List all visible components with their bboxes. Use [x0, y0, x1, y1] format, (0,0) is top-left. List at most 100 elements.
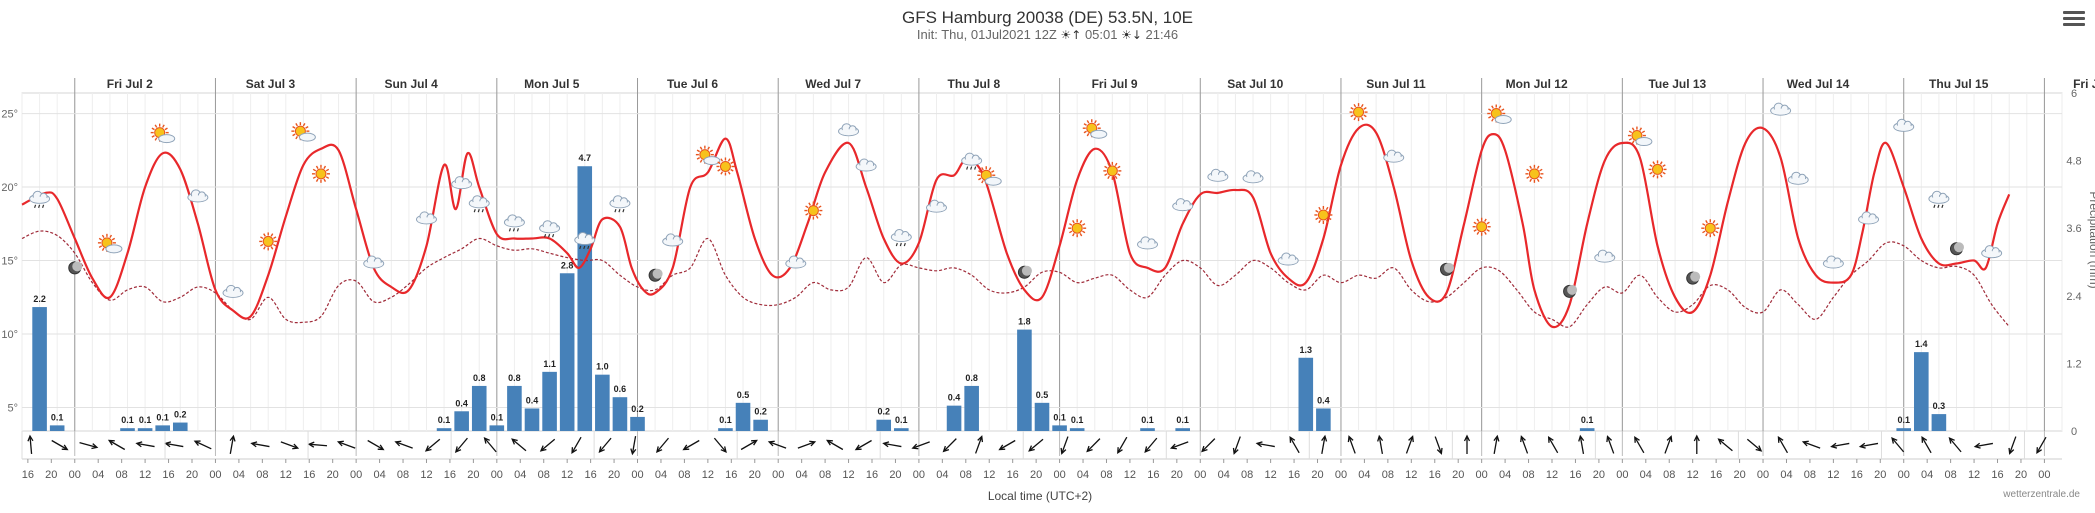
day-label: Tue Jul 13 [1648, 77, 1706, 91]
wind-arrow-icon [1717, 438, 1733, 452]
sun-icon [1701, 219, 1720, 238]
precip-bar [471, 385, 487, 431]
wind-arrow-icon [1434, 436, 1443, 455]
precip-tick-label: 6 [2071, 88, 2077, 100]
wind-arrow-icon [1664, 435, 1673, 454]
hour-grid [21, 93, 2063, 431]
precip-label: 0.1 [1053, 412, 1066, 422]
moon-icon [1563, 284, 1578, 298]
wind-arrow-icon [164, 441, 184, 448]
hour-tick-label: 04 [1358, 469, 1370, 481]
init-label: Init: Thu, 01Jul2021 12Z [916, 27, 1057, 42]
precip-label: 0.1 [121, 415, 134, 425]
hour-tick-label: 20 [1593, 469, 1605, 481]
day-label: Fri Jul 16 [2073, 77, 2095, 91]
wind-arrow-icon [539, 438, 556, 452]
wind-arrow-icon [1169, 441, 1189, 450]
wind-arrow-icon [394, 440, 413, 449]
precip-label: 4.7 [579, 153, 592, 163]
hour-tick-label: 08 [1241, 469, 1253, 481]
moon-icon [1017, 265, 1032, 279]
hour-tick-label: 08 [1804, 469, 1816, 481]
wind-arrow-icon [1377, 434, 1384, 454]
precip-label: 0.1 [719, 415, 732, 425]
hour-tick-label: 00 [1476, 469, 1488, 481]
hour-tick-label: 12 [842, 469, 854, 481]
hour-tick-label: 20 [2015, 469, 2027, 481]
sun-cloud-icon [291, 122, 316, 142]
cloud-icon [838, 123, 860, 137]
hamburger-menu-icon[interactable] [2063, 8, 2085, 30]
hour-tick-label: 16 [866, 469, 878, 481]
wind-arrow-icon [1347, 435, 1356, 454]
precip-label: 0.1 [895, 415, 908, 425]
day-label: Mon Jul 5 [524, 77, 580, 91]
day-label: Sun Jul 11 [1366, 77, 1426, 91]
day-label: Sun Jul 4 [384, 77, 438, 91]
wind-arrow-icon [1948, 436, 1962, 453]
precip-bar [542, 371, 557, 431]
temp-tick-label: 25° [1, 109, 18, 121]
wind-arrow-icon [1201, 438, 1216, 453]
precip-label: 0.4 [455, 398, 468, 408]
wind-arrow-icon [630, 436, 637, 456]
cloud-icon [855, 158, 877, 172]
precip-label: 1.1 [543, 359, 556, 369]
sun-icon [1349, 103, 1368, 122]
moon-icon [1686, 271, 1701, 285]
sunrise-icon: ☀↑ [1060, 28, 1082, 42]
cloud-rain-icon [609, 195, 631, 213]
precip-bar [1896, 428, 1912, 431]
precip-label: 0.2 [877, 407, 890, 417]
hour-tick-label: 12 [1687, 469, 1699, 481]
cloud-icon [925, 199, 947, 213]
precip-bar [1298, 357, 1314, 431]
sun-icon [1068, 219, 1087, 238]
hour-tick-label: 16 [1851, 469, 1863, 481]
wind-arrow-icon [483, 436, 497, 453]
wind-arrow-icon [1973, 442, 1994, 449]
precip-bar [1140, 428, 1155, 431]
wind-arrow-icon [193, 440, 212, 450]
precip-label: 0.1 [156, 412, 169, 422]
precip-bar [946, 405, 962, 431]
hour-tick-label: 04 [1077, 469, 1089, 481]
hour-tick-label: 16 [584, 469, 596, 481]
hour-tick-label: 08 [116, 469, 128, 481]
cloud-icon [1787, 171, 1809, 185]
hour-tick-label: 00 [1898, 469, 1910, 481]
hour-tick-label: 16 [1569, 469, 1581, 481]
wind-arrow-icon [454, 437, 468, 454]
cloud-icon [1594, 249, 1616, 263]
cloud-rain-icon [890, 229, 912, 247]
wind-arrow-icon [1578, 434, 1585, 454]
precip-bar [1017, 329, 1032, 431]
cloud-icon [1770, 102, 1792, 116]
wind-arrow-icon [1746, 438, 1763, 452]
hour-tick-label: 04 [514, 469, 526, 481]
precip-label: 0.1 [1581, 415, 1594, 425]
wind-arrow-icon [1493, 434, 1500, 454]
day-label: Mon Jul 12 [1506, 77, 1568, 91]
precip-label: 2.8 [561, 260, 574, 270]
day-label: Wed Jul 7 [805, 77, 861, 91]
wind-arrow-icon [975, 435, 984, 454]
hour-tick-label: 12 [1124, 469, 1136, 481]
precip-bar [612, 397, 628, 431]
hour-tick-label: 16 [1007, 469, 1019, 481]
precip-bar [507, 385, 522, 431]
cloud-icon [187, 189, 209, 203]
precip-bar [1175, 428, 1190, 431]
wind-arrow-icon [1777, 435, 1789, 454]
precip-bar [172, 422, 188, 431]
sun-cloud-icon [1487, 104, 1512, 125]
hour-tick-label: 20 [1311, 469, 1323, 481]
credit-text: wetterzentrale.de [2002, 489, 2080, 500]
precip-tick-label: 1.2 [2066, 358, 2081, 370]
sun-icon [311, 164, 330, 183]
hour-tick-label: 20 [467, 469, 479, 481]
precip-bar [894, 428, 909, 431]
wind-arrow-icon [135, 441, 155, 448]
precip-bar [1931, 414, 1947, 431]
hour-tick-label: 12 [1405, 469, 1417, 481]
